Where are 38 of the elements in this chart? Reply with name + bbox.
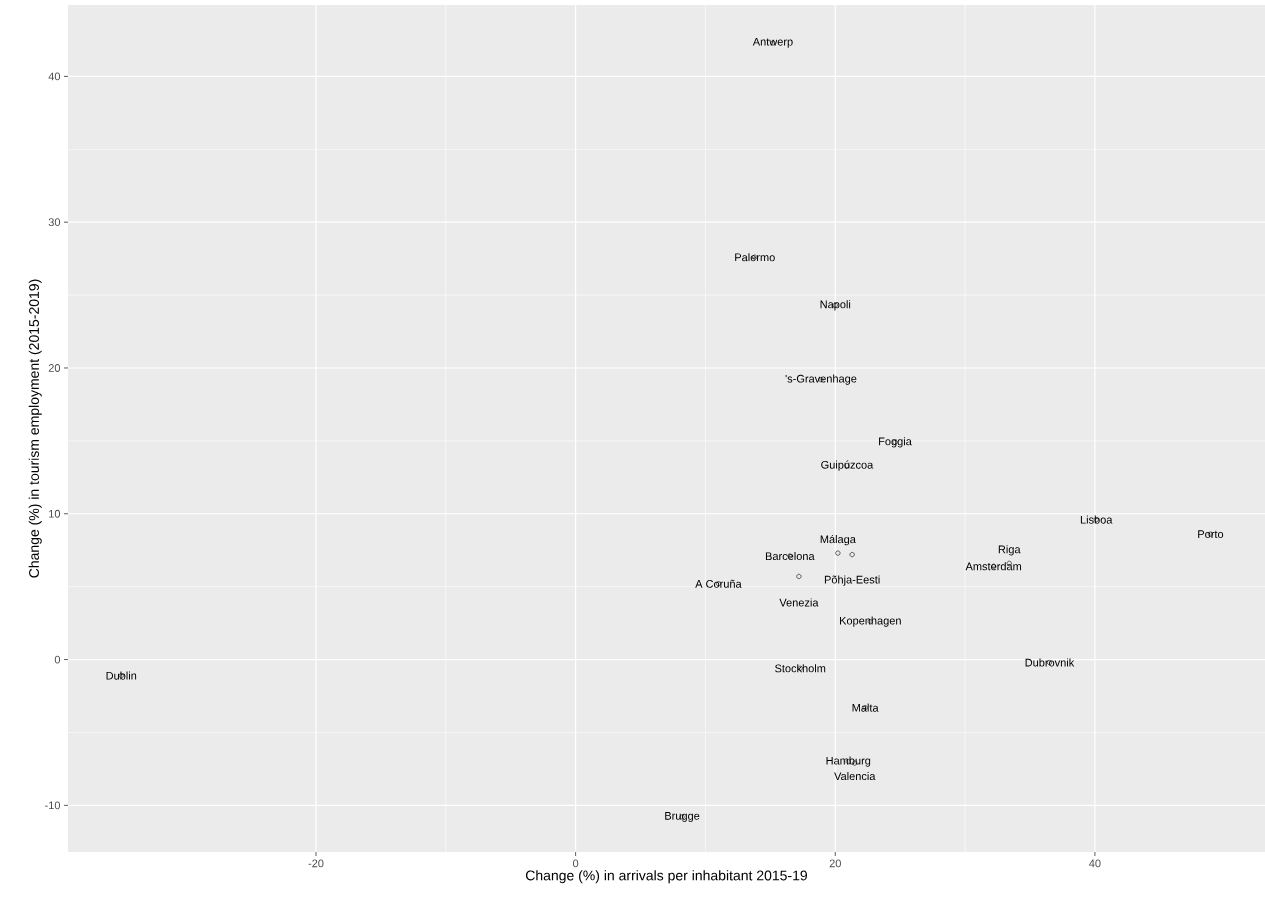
x-tick-label: 20 — [829, 859, 841, 868]
y-tick-label: 20 — [48, 364, 61, 372]
x-tick-label: 0 — [573, 859, 579, 868]
text: Venezia — [779, 598, 819, 607]
series-label: Dublin — [106, 671, 137, 680]
y-tick-label: 0 — [54, 655, 61, 664]
point — [796, 573, 802, 579]
series-label: Foggia — [879, 437, 912, 448]
y-tick-label: -10 — [45, 801, 61, 810]
series-label: 's-Gravenhage — [785, 374, 857, 385]
series-label: Palermo — [735, 253, 775, 262]
series-label: Málaga — [820, 534, 856, 546]
series-label: Porto — [1198, 530, 1224, 539]
series-label: Stockholm — [775, 664, 826, 673]
series-label: Valencia — [834, 772, 876, 781]
series-label: Barcelona — [765, 552, 815, 561]
series-label: Hamburg — [826, 756, 871, 767]
series-label: Riga — [998, 545, 1021, 556]
y-tick-label: 10 — [49, 509, 61, 518]
series-label: Brugge — [665, 812, 700, 822]
series-label: Kopenhagen — [840, 616, 901, 627]
x-axis-title: Change (%) in arrivals per inhabitant 2015-19 — [525, 870, 808, 884]
y-axis-title: Change (%) in tourism employment (2015-2019) — [28, 279, 42, 578]
text: Põhja-Eesti — [824, 575, 880, 586]
y-tick-label: 30 — [48, 218, 61, 227]
series-label: Guipúzcoa — [821, 460, 874, 471]
series-label: Dubrovnik — [1025, 658, 1075, 667]
point — [849, 552, 855, 558]
x-tick-label: 40 — [1089, 859, 1101, 868]
series-label: Malta — [852, 703, 879, 712]
y-tick-label: 40 — [48, 72, 61, 81]
series-label: A Coruña — [695, 579, 742, 588]
series-label: Lisboa — [1080, 515, 1113, 524]
series-label: Napoli — [820, 300, 851, 311]
series-label: Amsterdam — [965, 562, 1022, 571]
point — [835, 550, 841, 556]
x-tick-label: -20 — [308, 859, 324, 868]
series-label: Antwerp — [752, 37, 793, 48]
